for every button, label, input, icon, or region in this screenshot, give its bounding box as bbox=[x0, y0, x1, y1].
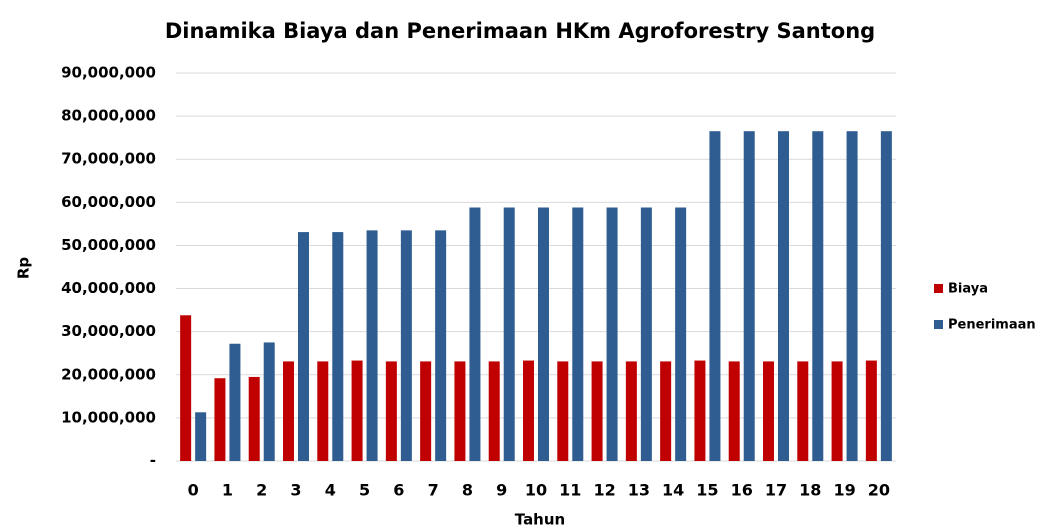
x-tick-label: 5 bbox=[359, 481, 370, 500]
bar bbox=[728, 361, 740, 461]
legend-swatch bbox=[934, 320, 943, 329]
x-tick-label: 4 bbox=[325, 481, 336, 500]
bar bbox=[572, 207, 584, 461]
bar bbox=[763, 361, 774, 461]
bar bbox=[214, 378, 226, 461]
y-tick-label: 70,000,000 bbox=[61, 150, 156, 168]
x-tick-label: 15 bbox=[696, 481, 718, 500]
bar bbox=[709, 131, 721, 461]
bar bbox=[591, 361, 603, 461]
bar bbox=[332, 232, 344, 461]
bar bbox=[435, 230, 447, 461]
bar bbox=[263, 342, 275, 461]
x-tick-label: 19 bbox=[833, 481, 855, 500]
x-tick-label: 8 bbox=[462, 481, 473, 500]
x-tick-label: 17 bbox=[765, 481, 787, 500]
bar bbox=[180, 315, 192, 461]
x-tick-label: 9 bbox=[496, 481, 507, 500]
x-tick-label: 10 bbox=[525, 481, 547, 500]
bar bbox=[366, 230, 378, 461]
y-tick-label: 30,000,000 bbox=[61, 322, 156, 340]
bar bbox=[797, 361, 809, 461]
x-tick-label: 14 bbox=[662, 481, 684, 500]
x-tick-label: 6 bbox=[393, 481, 404, 500]
x-tick-label: 2 bbox=[256, 481, 267, 500]
y-tick-label: 20,000,000 bbox=[61, 365, 156, 383]
bar bbox=[195, 412, 207, 461]
x-tick-label: 3 bbox=[290, 481, 301, 500]
x-tick-label: 13 bbox=[628, 481, 650, 500]
bar bbox=[865, 360, 877, 461]
bar bbox=[283, 361, 294, 461]
bar bbox=[660, 361, 672, 461]
y-tick-label: 40,000,000 bbox=[61, 279, 156, 297]
x-tick-label: 12 bbox=[593, 481, 615, 500]
bar bbox=[420, 361, 432, 461]
x-tick-label: 11 bbox=[559, 481, 581, 500]
bar bbox=[778, 131, 789, 461]
bar bbox=[503, 207, 515, 461]
bar bbox=[385, 361, 397, 461]
x-tick-label: 18 bbox=[799, 481, 821, 500]
y-tick-label: 90,000,000 bbox=[61, 64, 156, 82]
bar bbox=[880, 131, 892, 461]
chart-title: Dinamika Biaya dan Penerimaan HKm Agrofo… bbox=[165, 19, 875, 43]
bar bbox=[523, 360, 534, 461]
bar bbox=[317, 361, 329, 461]
legend-label: Penerimaan bbox=[948, 318, 1036, 333]
bar bbox=[675, 207, 687, 461]
bar bbox=[469, 207, 481, 461]
bar bbox=[229, 343, 241, 461]
legend-label: Biaya bbox=[948, 282, 988, 297]
x-tick-label: 20 bbox=[868, 481, 890, 500]
bar bbox=[248, 376, 260, 461]
legend-swatch bbox=[934, 284, 943, 293]
bar bbox=[298, 232, 309, 461]
bar bbox=[640, 207, 652, 461]
y-tick-label: 50,000,000 bbox=[61, 236, 156, 254]
x-axis-label: Tahun bbox=[515, 511, 565, 529]
x-tick-label: 16 bbox=[731, 481, 753, 500]
bar bbox=[812, 131, 824, 461]
bar bbox=[694, 360, 706, 461]
y-tick-label: 10,000,000 bbox=[61, 408, 156, 426]
bar bbox=[743, 131, 755, 461]
x-tick-label: 1 bbox=[222, 481, 233, 500]
bar bbox=[400, 230, 412, 461]
bar bbox=[606, 207, 618, 461]
bar bbox=[625, 361, 637, 461]
bar bbox=[351, 360, 363, 461]
bar bbox=[557, 361, 569, 461]
bar bbox=[488, 361, 500, 461]
bar bbox=[846, 131, 858, 461]
x-tick-label: 0 bbox=[188, 481, 199, 500]
bar bbox=[454, 361, 466, 461]
y-axis-label: Rp bbox=[15, 257, 33, 280]
bar bbox=[831, 361, 843, 461]
y-tick-label: 60,000,000 bbox=[61, 193, 156, 211]
y-tick-label: - bbox=[150, 452, 156, 470]
x-tick-label: 7 bbox=[428, 481, 439, 500]
bar bbox=[538, 207, 549, 461]
y-tick-label: 80,000,000 bbox=[61, 107, 156, 125]
